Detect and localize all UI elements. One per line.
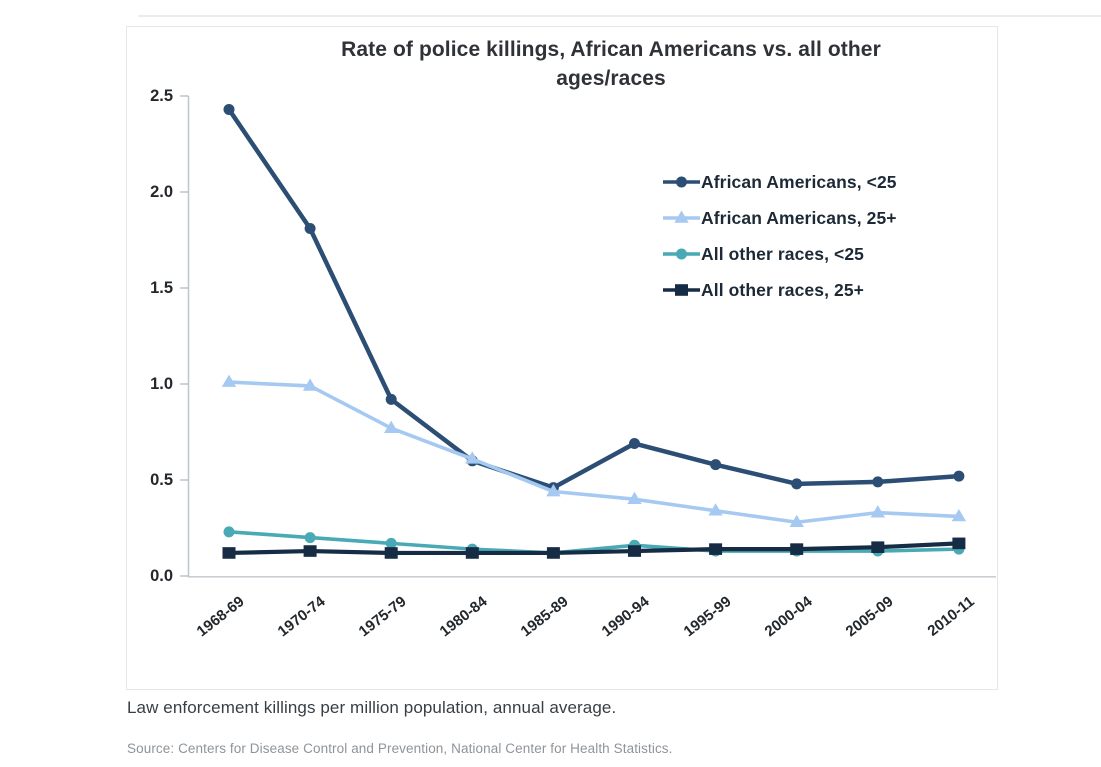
- data-point-circle: [223, 103, 235, 115]
- legend-marker-triangle-icon: [663, 210, 700, 223]
- chart-card: Rate of police killings, African America…: [126, 26, 998, 690]
- chart-caption: Law enforcement killings per million pop…: [127, 698, 617, 717]
- data-point-square: [709, 543, 723, 555]
- legend-label: All other races, 25+: [701, 279, 864, 300]
- data-point-triangle: [951, 508, 967, 522]
- data-point-square: [222, 547, 236, 559]
- data-point-triangle: [384, 420, 399, 433]
- legend-label: African Americans, 25+: [701, 207, 897, 228]
- data-point-triangle: [465, 451, 480, 464]
- data-point-square: [546, 547, 560, 559]
- data-point-circle: [304, 532, 316, 544]
- series-line: [228, 380, 959, 525]
- chart-legend: African Americans, <25 African Americans…: [663, 171, 897, 315]
- legend-item-all-other-races-25-plus: All other races, 25+: [663, 279, 897, 301]
- data-point-triangle: [708, 503, 723, 516]
- data-point-square: [628, 545, 641, 557]
- series-line: [228, 541, 959, 556]
- data-point-circle: [304, 222, 316, 234]
- series-line: [227, 108, 960, 490]
- data-point-circle: [385, 393, 397, 405]
- series-line: [228, 530, 959, 555]
- y-tick-label: 0.5: [150, 471, 173, 489]
- data-point-circle: [629, 438, 640, 450]
- data-point-square: [465, 547, 479, 559]
- data-point-circle: [710, 459, 722, 471]
- data-point-triangle: [870, 505, 885, 518]
- data-point-square: [952, 537, 966, 550]
- data-point-square: [790, 543, 804, 555]
- legend-label: African Americans, <25: [701, 171, 897, 192]
- data-point-square: [871, 541, 885, 553]
- data-point-triangle: [789, 514, 804, 528]
- data-point-triangle: [546, 484, 561, 497]
- data-point-square: [384, 547, 398, 559]
- chart-title: Rate of police killings, African America…: [341, 38, 881, 90]
- y-tick-label: 2.0: [150, 183, 173, 201]
- legend-marker-circle-icon: [663, 248, 700, 260]
- legend-marker-circle-icon: [663, 176, 700, 188]
- legend-item-all-other-races-under-25: All other races, <25: [663, 243, 897, 265]
- data-point-circle: [223, 526, 235, 538]
- legend-item-african-americans-25-plus: African Americans, 25+: [663, 207, 897, 229]
- legend-item-african-americans-under-25: African Americans, <25: [663, 171, 897, 193]
- y-tick-label: 0.0: [150, 567, 173, 585]
- data-point-circle: [791, 478, 803, 490]
- legend-label: All other races, <25: [701, 243, 864, 264]
- page-top-divider: [138, 15, 1101, 17]
- data-point-triangle: [302, 378, 318, 391]
- data-point-circle: [872, 476, 884, 488]
- data-point-square: [303, 545, 317, 557]
- y-tick-label: 1.5: [150, 279, 173, 297]
- data-point-triangle: [627, 491, 642, 504]
- data-point-circle: [385, 537, 397, 549]
- data-point-triangle: [221, 374, 237, 387]
- source-note: Source: Centers for Disease Control and …: [127, 741, 673, 756]
- data-point-circle: [953, 470, 965, 482]
- line-chart-plot: [180, 95, 996, 578]
- y-tick-label: 2.5: [150, 87, 173, 105]
- legend-marker-square-icon: [663, 284, 700, 296]
- y-tick-label: 1.0: [150, 375, 173, 393]
